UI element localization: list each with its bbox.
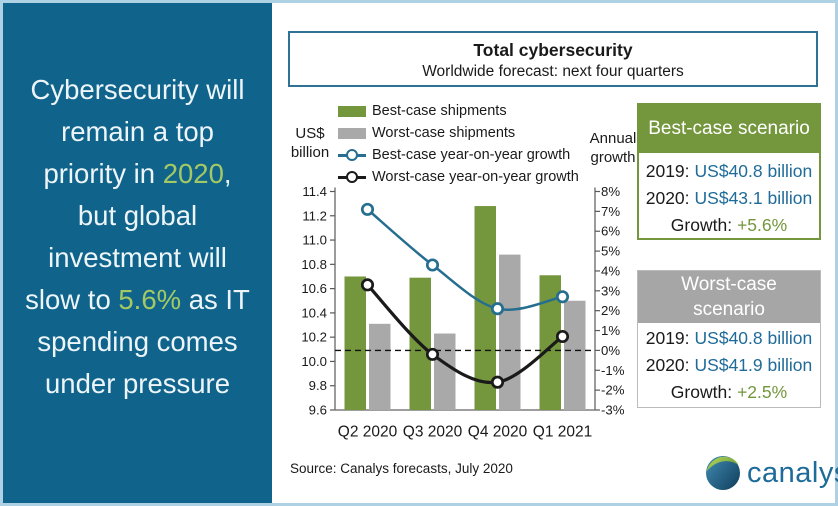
headline-segment: as IT spending comes under pressure xyxy=(37,284,250,399)
scenario-row: Growth: +2.5% xyxy=(638,379,820,406)
row-label: Growth: xyxy=(670,382,733,402)
right-tick-label: 2% xyxy=(601,303,620,318)
scenario-row: 2019: US$40.8 billion xyxy=(639,158,819,185)
row-label: Growth: xyxy=(670,215,733,235)
right-tick-label: 0% xyxy=(601,343,620,358)
marker-best-Q3 2020 xyxy=(425,258,440,272)
legend-swatch-green-bar xyxy=(338,105,366,117)
left-tick-label: 10.6 xyxy=(301,281,327,296)
worst-case-box-header: Worst-case scenario xyxy=(638,271,820,323)
left-tick-label: 10.2 xyxy=(301,330,327,345)
line-best-growth xyxy=(366,208,563,311)
headline-panel: Cybersecurity will remain a top priority… xyxy=(3,3,272,503)
best-case-scenario-box: Best-case scenario 2019: US$40.8 billion … xyxy=(637,103,821,240)
bar-worst-Q1 2021 xyxy=(564,300,586,410)
bar-best-Q2 2020 xyxy=(344,276,366,410)
bar-worst-Q3 2020 xyxy=(434,333,456,410)
row-value: +5.6% xyxy=(737,215,788,235)
headline-segment: , but global investment will slow to xyxy=(25,158,232,315)
source-note: Source: Canalys forecasts, July 2020 xyxy=(290,461,513,476)
scenario-row: Growth: +5.6% xyxy=(639,212,819,239)
marker-worst-Q3 2020 xyxy=(425,347,440,361)
bar-best-Q4 2020 xyxy=(474,206,496,410)
chart-subtitle: Worldwide forecast: next four quarters xyxy=(422,63,684,80)
right-tick-label: 7% xyxy=(601,204,620,219)
line-worst-growth xyxy=(366,283,564,385)
left-tick-label: 10.4 xyxy=(301,305,327,320)
marker-worst-Q4 2020 xyxy=(490,375,505,389)
bar-worst-Q4 2020 xyxy=(499,254,521,410)
left-tick-label: 9.8 xyxy=(309,378,327,393)
best-case-box-body: 2019: US$40.8 billion 2020: US$43.1 billio… xyxy=(639,153,819,239)
scenario-row: 2020: US$41.9 billion xyxy=(638,352,820,379)
canalys-wordmark: canalys xyxy=(747,456,838,489)
row-label: 2020: xyxy=(645,355,690,375)
chart-title: Total cybersecurity xyxy=(473,40,633,60)
headline-highlight: 5.6% xyxy=(118,284,182,315)
left-tick-label: 11.4 xyxy=(302,184,327,199)
right-tick-label: 6% xyxy=(601,224,620,239)
chart-title-box: Total cybersecurity Worldwide forecast: … xyxy=(288,31,818,87)
left-tick-label: 10.0 xyxy=(301,354,327,369)
best-case-box-header: Best-case scenario xyxy=(639,105,819,153)
legend-label: Best-case shipments xyxy=(372,103,507,119)
chart-legend: Best-case shipments Worst-case shipments… xyxy=(338,100,579,188)
legend-label: Worst-case shipments xyxy=(372,125,516,141)
left-tick-label: 9.6 xyxy=(309,403,327,418)
right-tick-label: 3% xyxy=(601,283,620,298)
headline-highlight: 2020 xyxy=(162,158,224,189)
legend-swatch-gray-bar xyxy=(338,127,366,139)
marker-best-Q4 2020 xyxy=(490,302,505,316)
marker-worst-Q2 2020 xyxy=(360,278,375,292)
row-value: US$40.8 billion xyxy=(694,328,813,348)
right-tick-label: -2% xyxy=(601,383,625,398)
left-axis-title: US$ billion xyxy=(290,125,330,161)
legend-marker-blue-line-icon xyxy=(338,148,366,161)
row-label: 2020: xyxy=(645,188,690,208)
legend-item-worst-case-shipments: Worst-case shipments xyxy=(338,122,579,144)
canalys-globe-icon xyxy=(706,456,740,490)
worst-case-box-body: 2019: US$40.8 billion 2020: US$41.9 billio… xyxy=(638,323,820,406)
marker-best-Q1 2021 xyxy=(555,290,570,304)
left-tick-label: 11.2 xyxy=(302,208,327,223)
x-category-label: Q1 2021 xyxy=(533,424,592,441)
legend-item-best-case-shipments: Best-case shipments xyxy=(338,100,579,122)
right-axis-title: Annual growth xyxy=(589,130,637,166)
right-tick-label: 1% xyxy=(601,323,620,338)
x-category-label: Q3 2020 xyxy=(403,424,463,441)
legend-label: Best-case year-on-year growth xyxy=(372,147,571,163)
legend-marker-black-line-icon xyxy=(338,170,366,183)
row-value: US$43.1 billion xyxy=(694,188,813,208)
row-value: +2.5% xyxy=(737,382,788,402)
forecast-chart: 9.6 9.8 10.0 10.2 10.4 10.6 10.8 11.0 11.2 11.4 -3… xyxy=(301,184,625,441)
canalys-logo: canalys xyxy=(705,455,838,491)
marker-best-Q2 2020 xyxy=(360,202,375,216)
legend-label: Worst-case year-on-year growth xyxy=(372,169,579,185)
headline-segment: Cybersecurity will remain a top priority… xyxy=(30,74,245,189)
scenario-row: 2020: US$43.1 billion xyxy=(639,185,819,212)
left-tick-label: 10.8 xyxy=(301,257,327,272)
row-value: US$41.9 billion xyxy=(694,355,813,375)
right-tick-label: 5% xyxy=(601,244,620,259)
right-tick-label: 8% xyxy=(601,184,620,199)
x-category-label: Q4 2020 xyxy=(468,424,528,441)
x-category-label: Q2 2020 xyxy=(338,424,398,441)
scenario-row: 2019: US$40.8 billion xyxy=(638,325,820,352)
headline-text: Cybersecurity will remain a top priority… xyxy=(3,3,272,405)
worst-case-scenario-box: Worst-case scenario 2019: US$40.8 billion… xyxy=(637,270,821,408)
right-tick-label: -3% xyxy=(601,403,625,418)
left-tick-label: 11.0 xyxy=(302,233,327,248)
right-tick-label: -1% xyxy=(601,363,625,378)
bar-worst-Q2 2020 xyxy=(369,323,391,410)
legend-item-worst-case-growth: Worst-case year-on-year growth xyxy=(338,166,579,188)
legend-item-best-case-growth: Best-case year-on-year growth xyxy=(338,144,579,166)
row-label: 2019: xyxy=(645,328,690,348)
row-label: 2019: xyxy=(645,161,690,181)
row-value: US$40.8 billion xyxy=(694,161,813,181)
marker-worst-Q1 2021 xyxy=(555,329,570,344)
bar-best-Q1 2021 xyxy=(539,275,561,410)
right-tick-label: 4% xyxy=(601,263,620,278)
